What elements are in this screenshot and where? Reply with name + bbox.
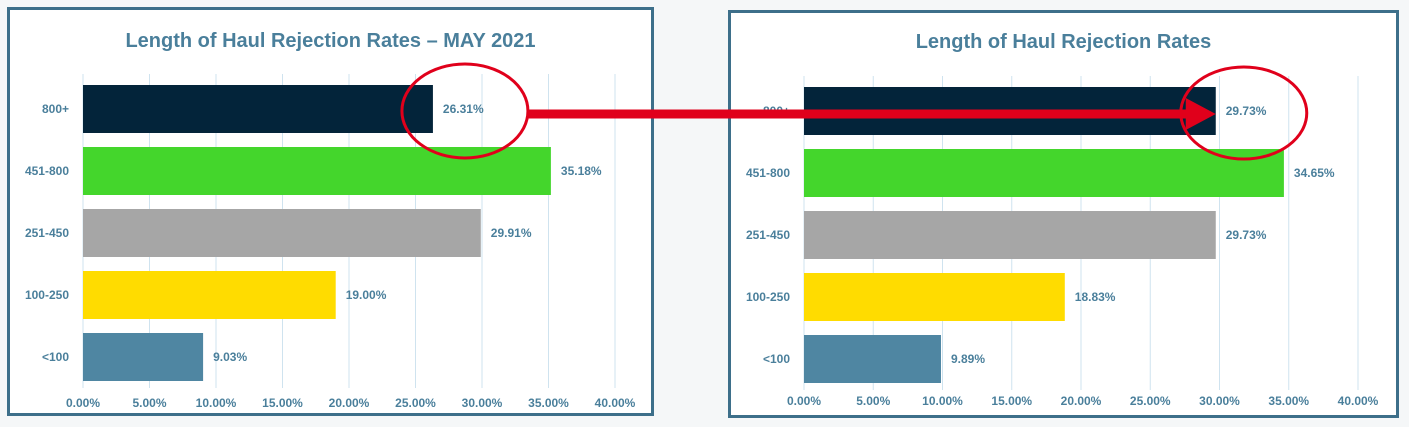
data-label: 9.03% bbox=[213, 350, 247, 364]
bar-800+ bbox=[804, 87, 1216, 135]
category-label: <100 bbox=[42, 350, 69, 364]
data-label: 35.18% bbox=[561, 164, 602, 178]
bar-251-450 bbox=[83, 209, 481, 257]
x-tick-label: 15.00% bbox=[991, 394, 1032, 408]
bar-451-800 bbox=[83, 147, 551, 195]
x-tick-label: 25.00% bbox=[1130, 394, 1171, 408]
x-tick-label: 5.00% bbox=[132, 396, 166, 410]
x-tick-label: 20.00% bbox=[1061, 394, 1102, 408]
category-label: 451-800 bbox=[25, 164, 69, 178]
x-tick-label: 35.00% bbox=[528, 396, 569, 410]
data-label: 18.83% bbox=[1075, 290, 1116, 304]
x-tick-label: 10.00% bbox=[922, 394, 963, 408]
x-tick-label: 0.00% bbox=[787, 394, 821, 408]
data-label: 29.73% bbox=[1226, 104, 1267, 118]
x-tick-label: 35.00% bbox=[1268, 394, 1309, 408]
data-label: 19.00% bbox=[346, 288, 387, 302]
data-label: 29.91% bbox=[491, 226, 532, 240]
bar-251-450 bbox=[804, 211, 1216, 259]
category-label: 100-250 bbox=[25, 288, 69, 302]
bar-100-250 bbox=[83, 271, 336, 319]
x-tick-label: 30.00% bbox=[462, 396, 503, 410]
data-label: 29.73% bbox=[1226, 228, 1267, 242]
chart-panel-may-2021: Length of Haul Rejection Rates – MAY 202… bbox=[7, 7, 654, 416]
data-label: 9.89% bbox=[951, 352, 985, 366]
bar-chart-may-2021: 0.00% 5.00% 10.00% 15.00% 20.00% 25.00% 30.00%… bbox=[25, 74, 636, 410]
bar-chart-current: 0.00% 5.00% 10.00% 15.00% 20.00% 25.00% 30.00%… bbox=[746, 76, 1379, 408]
data-label: 34.65% bbox=[1294, 166, 1335, 180]
x-tick-label: 10.00% bbox=[196, 396, 237, 410]
category-label: 800+ bbox=[763, 104, 790, 118]
chart-title: Length of Haul Rejection Rates – MAY 202… bbox=[125, 30, 536, 52]
x-tick-label: 0.00% bbox=[66, 396, 100, 410]
x-tick-label: 40.00% bbox=[1338, 394, 1379, 408]
x-tick-label: 25.00% bbox=[395, 396, 436, 410]
data-label: 26.31% bbox=[443, 102, 484, 116]
category-label: 800+ bbox=[42, 102, 69, 116]
chart-title: Length of Haul Rejection Rates bbox=[915, 31, 1212, 53]
category-label: <100 bbox=[763, 352, 790, 366]
bar-<100 bbox=[804, 335, 941, 383]
category-label: 251-450 bbox=[25, 226, 69, 240]
x-tick-label: 40.00% bbox=[595, 396, 636, 410]
x-tick-label: 30.00% bbox=[1199, 394, 1240, 408]
category-label: 251-450 bbox=[746, 228, 790, 242]
bar-100-250 bbox=[804, 273, 1065, 321]
bar-<100 bbox=[83, 333, 204, 381]
x-tick-label: 5.00% bbox=[856, 394, 890, 408]
x-tick-label: 15.00% bbox=[262, 396, 303, 410]
x-tick-label: 20.00% bbox=[329, 396, 370, 410]
category-label: 100-250 bbox=[746, 290, 790, 304]
category-label: 451-800 bbox=[746, 166, 790, 180]
bar-451-800 bbox=[804, 149, 1284, 197]
bar-800+ bbox=[83, 85, 433, 133]
chart-panel-current: Length of Haul Rejection Rates 0.00% 5.00… bbox=[728, 10, 1399, 418]
